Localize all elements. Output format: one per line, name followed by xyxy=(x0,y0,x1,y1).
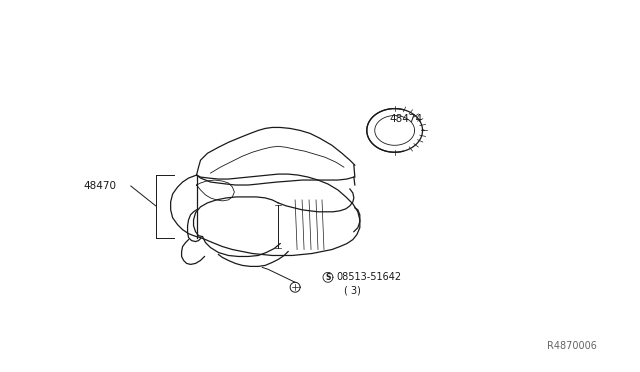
Text: 48470: 48470 xyxy=(83,181,116,191)
Text: 48474: 48474 xyxy=(390,113,423,124)
Text: R4870006: R4870006 xyxy=(547,341,596,351)
Text: 08513-51642: 08513-51642 xyxy=(336,272,401,282)
Text: ( 3): ( 3) xyxy=(344,285,361,295)
Text: S: S xyxy=(325,273,331,282)
